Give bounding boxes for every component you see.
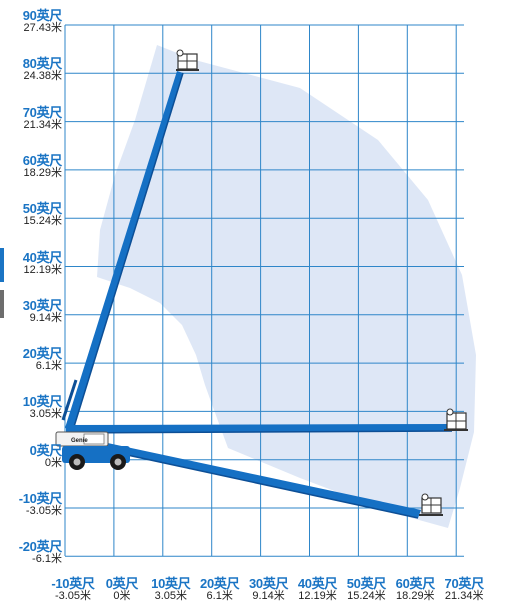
y-tick-feet: 20英尺	[22, 346, 63, 362]
x-tick-feet: 40英尺	[297, 576, 338, 591]
x-tick-label: -10英尺 -3.05米	[41, 577, 105, 602]
x-tick-meters: 6.1米	[206, 590, 233, 602]
x-tick-feet: 0英尺	[105, 576, 139, 591]
y-tick-label: 50英尺 15.24米	[4, 201, 63, 228]
y-tick-feet: 30英尺	[22, 297, 63, 313]
y-tick-meters: 21.34米	[23, 118, 62, 131]
y-tick-feet: 50英尺	[22, 201, 63, 217]
boom-max-outreach	[65, 424, 453, 434]
y-tick-meters: 9.14米	[29, 311, 62, 324]
y-tick-meters: 27.43米	[23, 22, 62, 34]
y-tick-label: 20英尺 6.1米	[4, 346, 63, 373]
y-tick-label: 60英尺 18.29米	[4, 152, 63, 179]
y-tick-feet: 0英尺	[29, 442, 63, 458]
boom-max-height	[61, 71, 184, 431]
x-tick-meters: 15.24米	[347, 590, 386, 602]
x-tick-feet: 60英尺	[395, 576, 436, 591]
x-tick-feet: 70英尺	[444, 576, 485, 591]
x-tick-label: 20英尺 6.1米	[188, 577, 252, 602]
y-tick-label: -20英尺 -6.1米	[4, 539, 63, 566]
x-tick-label: 70英尺 21.34米	[432, 577, 496, 602]
side-tab-blue	[0, 248, 4, 282]
x-tick-label: 50英尺 15.24米	[334, 577, 398, 602]
y-tick-feet: 60英尺	[22, 152, 63, 168]
y-tick-label: 10英尺 3.05米	[4, 394, 63, 421]
x-tick-label: 10英尺 3.05米	[139, 577, 203, 602]
x-tick-meters: 0米	[113, 590, 131, 602]
platform-basket-top	[176, 49, 199, 71]
y-tick-feet: 70英尺	[22, 104, 63, 120]
x-tick-feet: -10英尺	[51, 576, 95, 591]
y-tick-meters: 0米	[44, 456, 62, 469]
y-tick-meters: 3.05米	[29, 408, 62, 421]
x-tick-feet: 20英尺	[200, 576, 240, 591]
x-tick-label: 0英尺 0米	[90, 577, 154, 602]
side-tab-gray	[0, 290, 4, 318]
y-tick-feet: -10英尺	[18, 491, 63, 506]
x-tick-feet: 10英尺	[151, 576, 191, 591]
y-tick-feet: 40英尺	[22, 249, 63, 265]
machine-chassis: Genie	[55, 431, 130, 470]
y-tick-meters: -6.1米	[32, 553, 62, 566]
platform-basket-right	[444, 408, 468, 431]
y-tick-meters: 12.19米	[23, 263, 62, 276]
y-tick-meters: 6.1米	[35, 360, 62, 373]
y-tick-label: 40英尺 12.19米	[4, 249, 63, 276]
y-tick-feet: 80英尺	[22, 56, 63, 72]
y-tick-feet: 10英尺	[22, 394, 63, 410]
working-envelope	[97, 45, 476, 528]
y-tick-feet: 90英尺	[22, 8, 63, 23]
x-tick-meters: -3.05米	[54, 590, 92, 602]
platform-basket-low	[419, 493, 443, 516]
x-tick-meters: 9.14米	[252, 590, 285, 602]
x-tick-meters: 21.34米	[444, 590, 484, 602]
y-tick-label: 30英尺 9.14米	[4, 297, 63, 324]
x-tick-meters: 3.05米	[154, 590, 187, 602]
y-tick-feet: -20英尺	[18, 539, 63, 555]
x-tick-label: 60英尺 18.29米	[383, 577, 447, 602]
x-tick-label: 30英尺 9.14米	[237, 577, 301, 602]
x-tick-feet: 30英尺	[248, 576, 289, 591]
y-tick-label: 90英尺 27.43米	[4, 8, 63, 34]
brand-label: Genie	[71, 438, 88, 444]
x-tick-meters: 18.29米	[396, 590, 435, 602]
y-tick-meters: 24.38米	[23, 70, 62, 83]
y-tick-meters: -3.05米	[25, 505, 62, 517]
y-tick-label: 0英尺 0米	[4, 442, 63, 469]
y-tick-meters: 15.24米	[23, 215, 62, 228]
y-tick-label: 70英尺 21.34米	[4, 104, 63, 131]
x-tick-meters: 12.19米	[298, 590, 337, 602]
x-tick-label: 40英尺 12.19米	[286, 577, 350, 602]
y-tick-label: 80英尺 24.38米	[4, 56, 63, 83]
y-tick-label: -10英尺 -3.05米	[4, 491, 63, 517]
x-tick-feet: 50英尺	[346, 576, 387, 591]
y-tick-meters: 18.29米	[23, 166, 62, 179]
